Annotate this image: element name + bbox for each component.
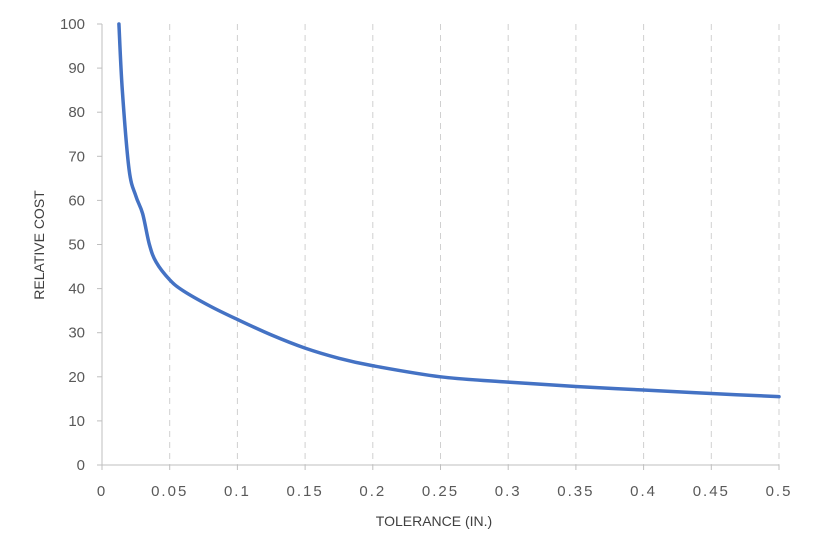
axes: [97, 23, 780, 470]
y-tick-label: 60: [68, 192, 85, 209]
x-tick-label: 0: [97, 483, 107, 500]
x-tick-labels: 0 0.05 0.1 0.15 0.2 0.25 0.3 0.35 0.4 0.45 0.5: [97, 483, 793, 500]
y-tick-labels: 0 10 20 30 40 50 60 70 80 90 100: [60, 16, 85, 474]
y-tick-label: 40: [68, 281, 85, 298]
y-axis-title: RELATIVE COST: [31, 190, 47, 300]
x-tick-label: 0.25: [422, 483, 459, 500]
y-tick-label: 30: [68, 325, 85, 342]
x-axis-title: TOLERANCE (IN.): [376, 513, 492, 529]
x-tick-label: 0.4: [630, 483, 657, 500]
x-tick-label: 0.45: [693, 483, 730, 500]
y-tick-label: 50: [68, 237, 85, 254]
x-tick-label: 0.5: [766, 483, 793, 500]
x-tick-label: 0.1: [224, 483, 251, 500]
y-tick-label: 10: [68, 413, 85, 430]
y-tick-label: 20: [68, 369, 85, 386]
series-line: [117, 22, 781, 399]
x-tick-label: 0.3: [495, 483, 522, 500]
grid-lines: [169, 24, 780, 465]
y-tick-label: 0: [77, 457, 85, 474]
series-layer: [117, 22, 781, 399]
x-tick-label: 0.15: [286, 483, 323, 500]
y-tick-label: 70: [68, 148, 85, 165]
y-tick-label: 100: [60, 16, 85, 33]
x-tick-label: 0.05: [151, 483, 188, 500]
x-tick-label: 0.2: [359, 483, 386, 500]
x-tick-label: 0.35: [557, 483, 594, 500]
y-tick-label: 80: [68, 104, 85, 121]
y-tick-label: 90: [68, 60, 85, 77]
